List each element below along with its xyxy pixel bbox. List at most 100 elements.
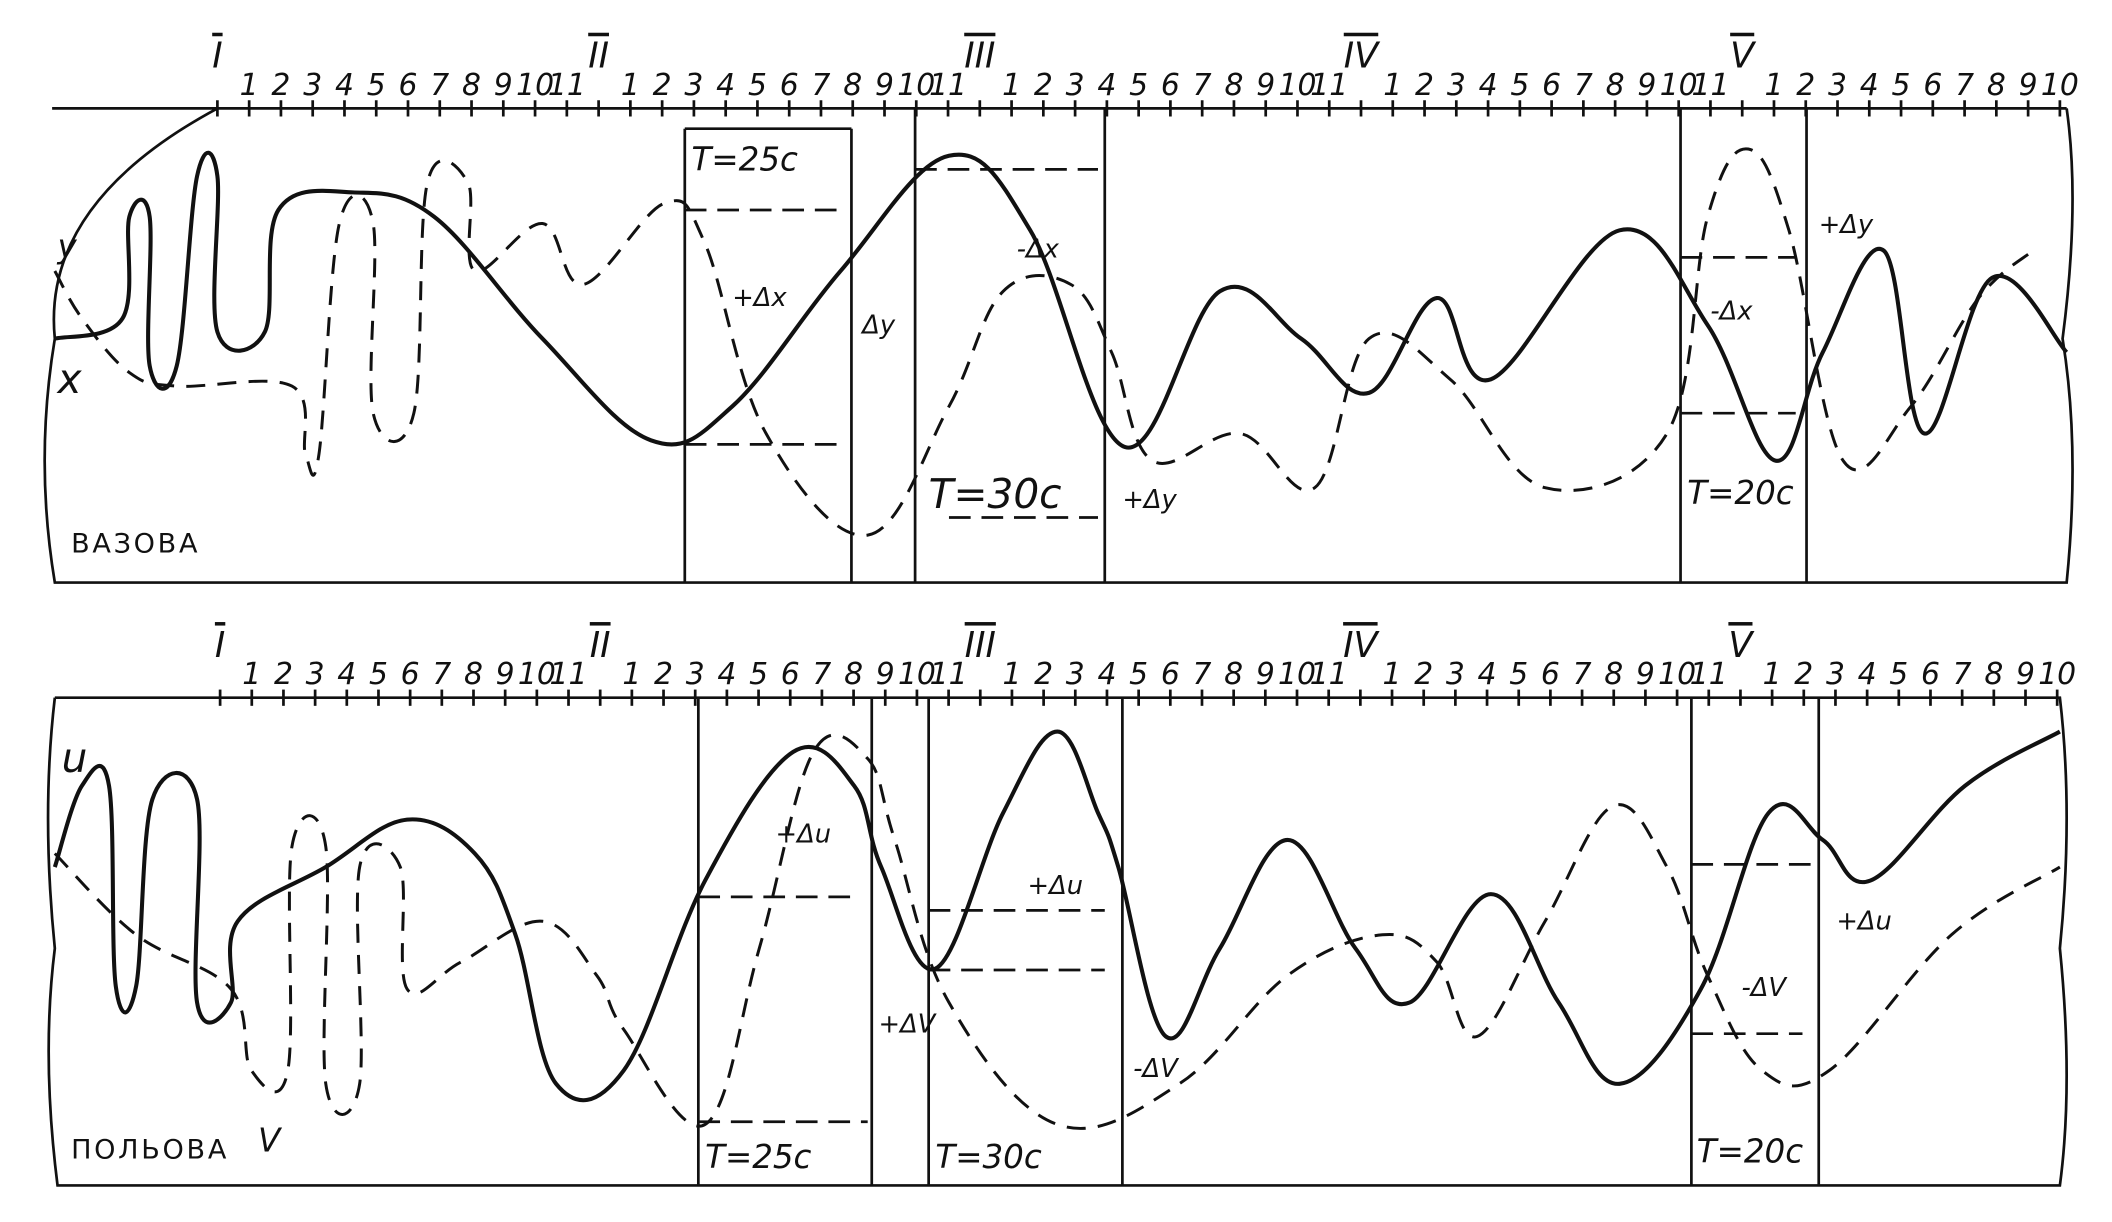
scale-label: 8	[1224, 657, 1243, 692]
scale-label: 2	[1034, 657, 1053, 692]
scale-label: 10	[1660, 68, 1698, 103]
scale-label: 2	[1034, 68, 1053, 103]
strip-name: ВАЗОВА	[71, 529, 200, 560]
scale-label: 4	[1097, 68, 1116, 103]
scale-label: 6	[1921, 657, 1940, 692]
scale-label: 4	[335, 68, 354, 103]
scale-label: 11	[1690, 657, 1728, 692]
label: +Δu	[1836, 906, 1891, 936]
label: u	[62, 734, 88, 782]
scale-label: 9	[875, 68, 894, 103]
scale-label: 2	[1414, 657, 1433, 692]
label: T=30c	[935, 1138, 1041, 1176]
scale-label: 7	[1193, 68, 1212, 103]
scale-label: 11	[1691, 68, 1729, 103]
scale-label: 7	[1955, 68, 1974, 103]
scale-label: 11	[929, 68, 967, 103]
scale-label: 1	[1764, 68, 1783, 103]
label: -Δx	[1017, 234, 1060, 264]
scale-label: 2	[1796, 68, 1815, 103]
label: +Δy	[1122, 485, 1177, 515]
scale-label: 9	[876, 657, 895, 692]
scale-label: 6	[401, 657, 420, 692]
scale-label: 2	[271, 68, 290, 103]
scale-label: 6	[1923, 68, 1942, 103]
scale-label: 6	[1161, 657, 1180, 692]
scale-label: 6	[780, 68, 799, 103]
scale-label: 1	[1383, 657, 1402, 692]
scale-label: 5	[369, 657, 388, 692]
scale-label: 10	[897, 68, 935, 103]
scale-label: 3	[1066, 68, 1085, 103]
scale-label: 9	[496, 657, 515, 692]
scale-label: 9	[494, 68, 513, 103]
scale-label: 9	[2019, 68, 2038, 103]
strip-name: ПОЛЬОВА	[71, 1134, 229, 1165]
scale-label: 10	[1658, 657, 1696, 692]
scale-label: 9	[2016, 657, 2035, 692]
scale-label: 9	[1637, 68, 1656, 103]
scale-label: 11	[1310, 657, 1348, 692]
scale-label: 7	[432, 657, 451, 692]
scale-label: 10	[898, 657, 936, 692]
label: +Δy	[1819, 210, 1874, 240]
month-label: IV	[1343, 625, 1380, 666]
month-label: I	[212, 36, 222, 77]
scale-label: 3	[1447, 68, 1466, 103]
scale-label: 6	[1541, 657, 1560, 692]
scale-label: 4	[1860, 68, 1879, 103]
scale-label: 2	[1415, 68, 1434, 103]
scale-label: 7	[812, 657, 831, 692]
label: -ΔV	[1133, 1054, 1180, 1084]
scale-label: 7	[1953, 657, 1972, 692]
month-label: V	[1730, 36, 1757, 77]
scale-label: 10	[518, 657, 556, 692]
scale-label: 4	[716, 68, 735, 103]
scale-label: 1	[240, 68, 259, 103]
scale-label: 9	[1256, 657, 1275, 692]
label: -ΔV	[1742, 973, 1789, 1003]
label: +ΔV	[879, 1009, 938, 1039]
month-label: II	[590, 625, 611, 666]
scale-label: 5	[749, 657, 768, 692]
month-label: IV	[1344, 36, 1381, 77]
scale-label: 7	[430, 68, 449, 103]
scale-label: 3	[306, 657, 325, 692]
scale-label: 4	[337, 657, 356, 692]
scale-label: 3	[1826, 657, 1845, 692]
scale-label: 6	[1161, 68, 1180, 103]
scale-label: 3	[686, 657, 705, 692]
label: +Δu	[776, 820, 831, 850]
scale-label: 3	[1066, 657, 1085, 692]
curve-x	[54, 150, 2069, 463]
scale-label: 2	[274, 657, 293, 692]
scale-label: 5	[1892, 68, 1911, 103]
label: T=30c	[929, 470, 1062, 518]
scale-label: 11	[1310, 68, 1348, 103]
scale-label: 7	[1574, 68, 1593, 103]
scale-label: 3	[684, 68, 703, 103]
interval-lines	[696, 697, 1821, 1186]
scale-label: 10	[1279, 68, 1317, 103]
scale-label: 10	[2038, 657, 2076, 692]
label: T=25c	[692, 141, 798, 179]
strip-frame	[43, 107, 2074, 584]
scale-label: 6	[1542, 68, 1561, 103]
label: T=20c	[1687, 474, 1793, 512]
scale-label: 10	[1278, 657, 1316, 692]
scale-label: 5	[1510, 68, 1529, 103]
scale-label: 5	[367, 68, 386, 103]
scale-label: 1	[621, 68, 640, 103]
interval-lines	[683, 108, 1808, 583]
scale-label: 8	[1987, 68, 2006, 103]
scale-label: 5	[1129, 657, 1148, 692]
scale-label: 11	[930, 657, 968, 692]
label: x	[56, 355, 83, 403]
label: T=20c	[1697, 1132, 1803, 1170]
label: +Δx	[732, 283, 787, 313]
label: y	[57, 227, 78, 265]
scale-label: 4	[1097, 657, 1116, 692]
scale-label: 10	[516, 68, 554, 103]
scale-label: 4	[717, 657, 736, 692]
scale-label: 8	[1224, 68, 1243, 103]
